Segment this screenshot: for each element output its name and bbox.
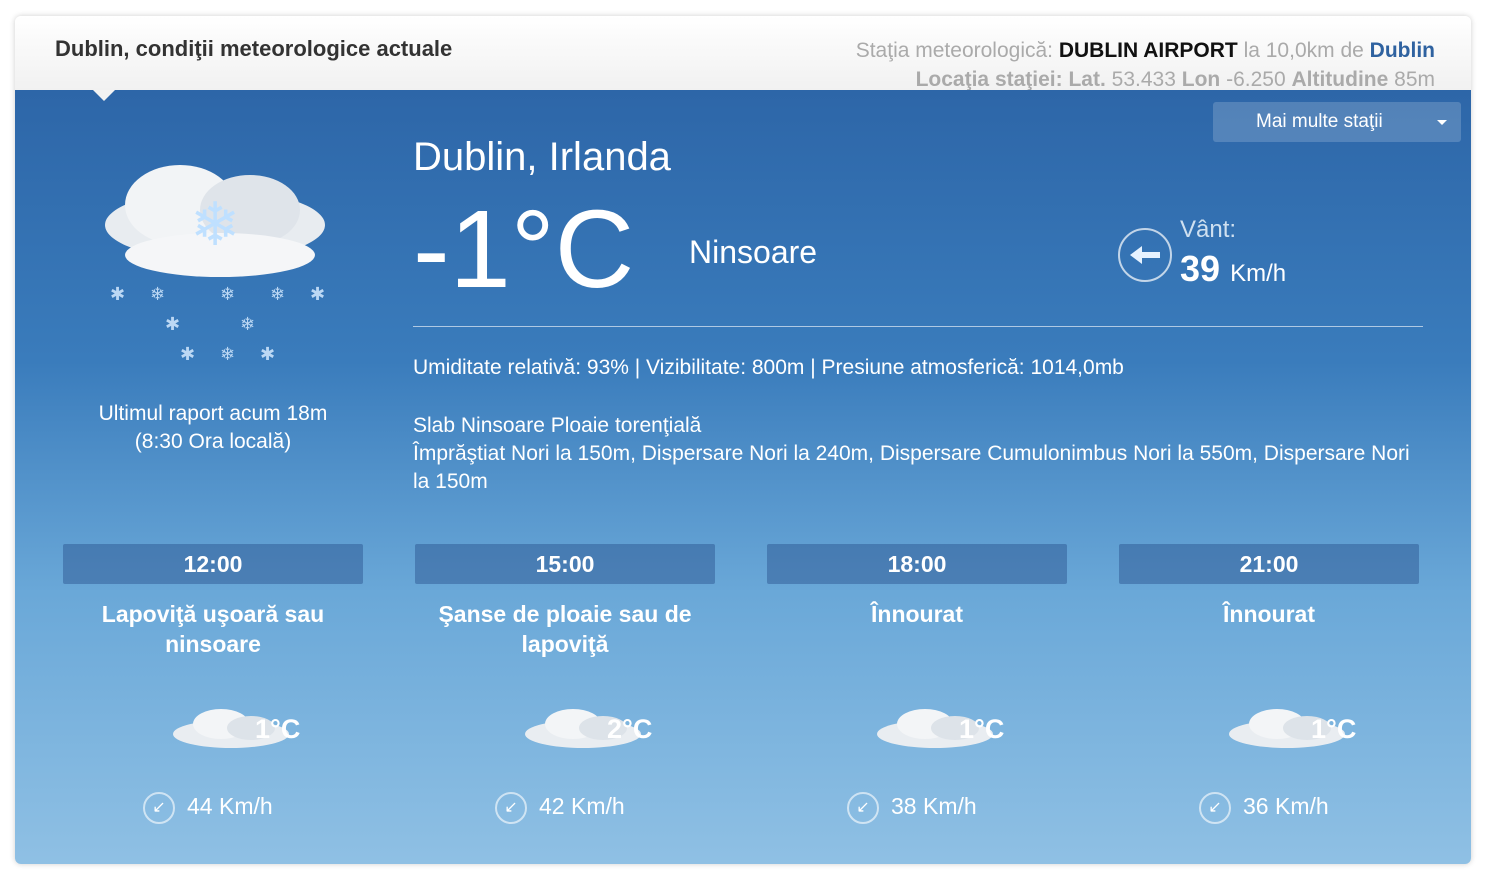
forecast-condition: Înnourat xyxy=(1223,601,1315,627)
forecast-condition: Înnourat xyxy=(871,601,963,627)
city-name: Dublin, Irlanda xyxy=(413,135,671,179)
forecast-column: 18:00 Înnourat 1°C ↙ 38 Km/h xyxy=(767,544,1067,824)
forecast-wind: ↙ 44 Km/h xyxy=(143,792,273,824)
forecast-time: 12:00 xyxy=(63,544,363,584)
forecast-time: 21:00 xyxy=(1119,544,1419,584)
wind-label: Vânt: xyxy=(1180,216,1237,243)
current-temperature: -1°C xyxy=(413,188,635,311)
svg-text:❄: ❄ xyxy=(150,284,165,304)
forecast-temperature: 1°C xyxy=(1311,714,1357,744)
station-name: DUBLIN AIRPORT xyxy=(1058,39,1238,62)
svg-text:✱: ✱ xyxy=(110,284,125,304)
snow-cloud-icon: ❄ ✱ ❄ ❄ ❄ ✱✱ ❄✱ ❄ ✱ xyxy=(105,165,325,364)
svg-text:❄: ❄ xyxy=(190,191,240,258)
wind-direction-icon: ↙ xyxy=(847,792,879,824)
forecast-condition: Lapoviţă uşoară sau ninsoare xyxy=(101,601,325,657)
divider xyxy=(413,326,1423,327)
svg-text:❄: ❄ xyxy=(220,344,235,364)
svg-text:✱: ✱ xyxy=(310,284,325,304)
svg-text:❄: ❄ xyxy=(270,284,285,304)
forecast-wind: ↙ 42 Km/h xyxy=(495,792,625,824)
svg-text:✱: ✱ xyxy=(260,344,275,364)
weather-description: Slab Ninsoare Ploaie torenţială Împrăştia… xyxy=(413,414,1410,493)
wind-speed: 39 Km/h xyxy=(1180,248,1287,289)
svg-text:❄: ❄ xyxy=(240,314,255,334)
forecast-temperature: 2°C xyxy=(607,714,653,744)
more-stations-dropdown[interactable]: Mai multe staţii xyxy=(1213,102,1461,142)
wind-direction-icon: ↙ xyxy=(143,792,175,824)
page-title: Dublin, condiţii meteorologice actuale xyxy=(55,36,453,61)
current-condition: Ninsoare xyxy=(689,234,818,270)
forecast-temperature: 1°C xyxy=(959,714,1005,744)
city-link[interactable]: Dublin xyxy=(1369,39,1435,62)
svg-text:✱: ✱ xyxy=(180,344,195,364)
forecast-column: 21:00 Înnourat 1°C ↙ 36 Km/h xyxy=(1119,544,1419,824)
wind-direction-icon: ↙ xyxy=(495,792,527,824)
wind-direction-icon: ↙ xyxy=(1199,792,1231,824)
cloud-icon xyxy=(876,709,993,748)
header: Dublin, condiţii meteorologice actuale S… xyxy=(15,16,1471,91)
weather-card: Dublin, condiţii meteorologice actuale S… xyxy=(15,16,1471,864)
cloud-icon xyxy=(1228,709,1345,748)
svg-text:❄: ❄ xyxy=(220,284,235,304)
forecast-temperature: 1°C xyxy=(255,714,301,744)
forecast-wind: ↙ 38 Km/h xyxy=(847,792,977,824)
chevron-down-icon xyxy=(1437,120,1447,125)
weather-panel: Mai multe staţii ❄ ✱ ❄ ❄ ❄ ✱ ✱ ❄ ✱ ❄ ✱ Ultimul ra… xyxy=(15,90,1471,864)
station-info: Staţia meteorologică: DUBLIN AIRPORT la … xyxy=(855,39,1435,91)
wind-direction-icon xyxy=(1118,228,1172,282)
forecast-time: 15:00 xyxy=(415,544,715,584)
cloud-icon xyxy=(172,709,289,748)
svg-text:✱: ✱ xyxy=(165,314,180,334)
header-notch xyxy=(93,90,115,101)
forecast-time: 18:00 xyxy=(767,544,1067,584)
weather-details: Umiditate relativă: 93% | Vizibilitate: … xyxy=(413,356,1124,379)
forecast-column: 12:00 Lapoviţă uşoară sau ninsoare 1°C ↙… xyxy=(63,544,363,824)
forecast-condition: Şanse de ploaie sau de lapoviţă xyxy=(438,601,692,657)
last-report: Ultimul raport acum 18m (8:30 Ora locală) xyxy=(98,402,328,453)
cloud-icon xyxy=(524,709,641,748)
forecast-wind: ↙ 36 Km/h xyxy=(1199,792,1329,824)
forecast-column: 15:00 Şanse de ploaie sau de lapoviţă 2°… xyxy=(415,544,715,824)
